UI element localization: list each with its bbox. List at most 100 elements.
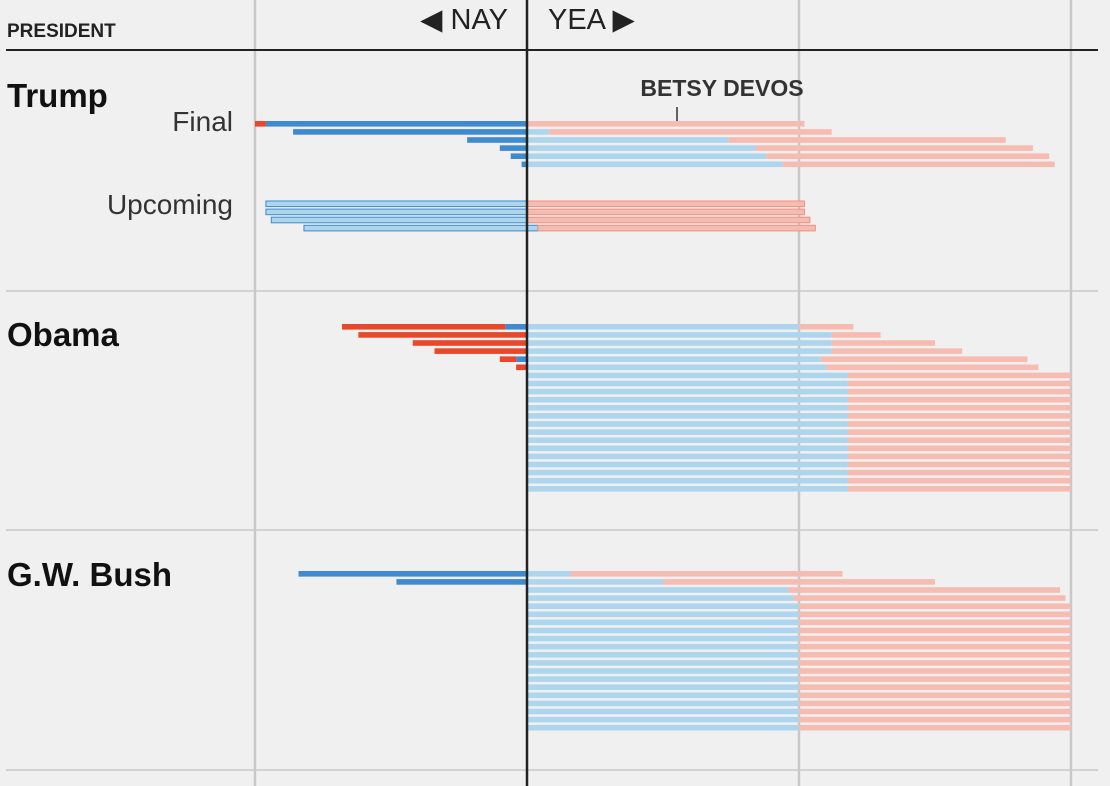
yea-dem-bar — [527, 129, 549, 135]
yea-rep-bar — [847, 445, 1071, 452]
yea-dem-bar — [527, 388, 848, 395]
yea-dem-bar — [527, 356, 821, 362]
group-label-upcoming: Upcoming — [107, 189, 233, 220]
yea-dem-bar — [527, 453, 848, 460]
yea-dem-bar — [527, 137, 729, 143]
yea-dem-bar — [527, 676, 799, 682]
yea-dem-bar — [527, 372, 848, 379]
yea-rep-bar — [799, 635, 1071, 642]
yea-dem-bar — [526, 224, 539, 232]
yea-rep-bar — [799, 708, 1071, 715]
yea-rep-bar — [799, 324, 854, 330]
yea-dem-bar — [527, 437, 848, 443]
yea-rep-bar — [799, 684, 1071, 690]
vote-bars — [255, 121, 1071, 731]
yea-rep-bar — [799, 724, 1071, 731]
yea-rep-bar — [799, 652, 1071, 658]
nay-dem-bar — [265, 208, 528, 216]
nay-rep-bar — [342, 324, 506, 330]
yea-dem-bar — [527, 477, 848, 484]
yea-dem-bar — [527, 700, 799, 707]
group-label-final: Final — [172, 106, 233, 137]
yea-rep-bar — [782, 161, 1055, 168]
yea-dem-bar — [527, 611, 799, 618]
nay-rep-bar — [412, 340, 527, 346]
yea-rep-bar — [663, 579, 935, 585]
yea-rep-bar — [847, 477, 1071, 484]
yea-rep-bar — [570, 571, 843, 577]
yea-rep-bar — [755, 145, 1033, 151]
yea-rep-bar — [793, 595, 1066, 601]
nay-dem-bar — [265, 121, 527, 127]
yea-rep-bar — [799, 692, 1071, 699]
yea-rep-bar — [820, 356, 1028, 362]
nay-dem-bar — [499, 145, 527, 151]
nay-dem-bar — [521, 161, 527, 168]
yea-dem-bar — [527, 587, 789, 593]
nay-rep-bar — [255, 121, 266, 127]
yea-rep-bar — [847, 388, 1071, 395]
nay-dem-bar — [467, 137, 527, 143]
nay-axis-label: ◀ NAY — [420, 4, 508, 36]
yea-rep-bar — [526, 216, 811, 224]
yea-rep-bar — [831, 340, 935, 346]
yea-dem-bar — [527, 461, 848, 468]
yea-rep-bar — [847, 380, 1071, 387]
president-label-obama: Obama — [7, 316, 120, 353]
yea-rep-bar — [799, 668, 1071, 674]
yea-dem-bar — [527, 603, 799, 609]
yea-dem-bar — [527, 595, 794, 601]
yea-rep-bar — [847, 486, 1071, 492]
yea-dem-bar — [527, 364, 827, 371]
yea-rep-bar — [799, 619, 1071, 626]
nay-dem-bar — [265, 200, 528, 208]
yea-rep-bar — [831, 332, 881, 338]
nay-rep-bar — [434, 348, 527, 354]
yea-dem-bar — [527, 724, 799, 731]
yea-rep-bar — [847, 437, 1071, 443]
yea-dem-bar — [527, 161, 783, 168]
nay-dem-bar — [293, 129, 527, 135]
yea-dem-bar — [527, 652, 799, 658]
president-column-header: PRESIDENT — [7, 21, 116, 42]
yea-rep-bar — [799, 627, 1071, 634]
nay-dem-bar — [510, 153, 527, 159]
yea-rep-bar — [766, 153, 1050, 159]
annotation-betsy-devos: BETSY DEVOS — [640, 75, 803, 101]
yea-axis-label: YEA ▶ — [548, 4, 635, 36]
president-label-trump: Trump — [7, 77, 108, 114]
president-label-bush: G.W. Bush — [7, 556, 172, 593]
yea-rep-bar — [526, 200, 805, 208]
yea-rep-bar — [799, 603, 1071, 609]
nay-rep-bar — [516, 364, 527, 371]
yea-rep-bar — [799, 700, 1071, 707]
yea-dem-bar — [527, 405, 848, 411]
yea-rep-bar — [847, 421, 1071, 427]
yea-dem-bar — [527, 635, 799, 642]
yea-dem-bar — [527, 668, 799, 674]
yea-rep-bar — [799, 643, 1071, 650]
nay-rep-bar — [499, 356, 517, 362]
yea-dem-bar — [527, 429, 848, 435]
yea-rep-bar — [826, 364, 1039, 371]
yea-dem-bar — [527, 413, 848, 419]
yea-dem-bar — [527, 684, 799, 690]
yea-dem-bar — [527, 708, 799, 715]
nay-dem-bar — [270, 216, 528, 224]
yea-rep-bar — [537, 224, 816, 232]
yea-dem-bar — [527, 348, 832, 354]
yea-rep-bar — [847, 469, 1071, 476]
yea-rep-bar — [799, 676, 1071, 682]
yea-dem-bar — [527, 421, 848, 427]
yea-dem-bar — [527, 692, 799, 699]
yea-dem-bar — [527, 324, 799, 330]
yea-rep-bar — [847, 461, 1071, 468]
yea-rep-bar — [527, 121, 805, 127]
yea-rep-bar — [847, 429, 1071, 435]
nay-dem-bar — [516, 356, 527, 362]
yea-rep-bar — [548, 129, 832, 135]
yea-rep-bar — [788, 587, 1061, 593]
yea-rep-bar — [847, 453, 1071, 460]
yea-dem-bar — [527, 579, 663, 585]
